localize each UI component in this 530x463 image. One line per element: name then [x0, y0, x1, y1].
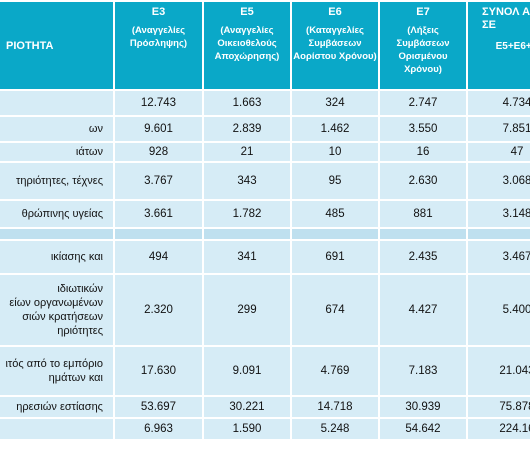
cell-value: 21 — [204, 143, 292, 163]
cell-value: 224.16 — [468, 419, 530, 441]
cell-value: 2.630 — [380, 163, 468, 201]
cell-value — [115, 229, 204, 241]
column-code: Ε3 — [151, 6, 166, 18]
table-row: ων 9.601 2.839 1.462 3.550 7.851 — [0, 117, 530, 143]
data-table: ΡΙΟΤΗΤΑ Ε3 (Αναγγελίες Πρόσληψης) Ε5 (Αν… — [0, 2, 530, 441]
cell-value: 1.462 — [292, 117, 380, 143]
column-header-e6: Ε6 (Καταγγελίες Συμβάσεων Αορίστου Χρόνο… — [292, 2, 380, 91]
cell-value: 3.068 — [468, 163, 530, 201]
cell-value: 2.435 — [380, 241, 468, 275]
category-header: ΡΙΟΤΗΤΑ — [0, 2, 115, 91]
cell-value: 881 — [380, 201, 468, 229]
cell-value: 54.642 — [380, 419, 468, 441]
table-row: ιτός από το εμπόριο ημάτων και 17.630 9.09… — [0, 347, 530, 397]
cell-value: 3.148 — [468, 201, 530, 229]
cell-value: 674 — [292, 275, 380, 347]
cell-value: 7.851 — [468, 117, 530, 143]
cell-value: 5.400 — [468, 275, 530, 347]
column-header-e5: Ε5 (Αναγγελίες Οικειοθελούς Αποχώρησης) — [204, 2, 292, 91]
table-row: θρώπινης υγείας 3.661 1.782 485 881 3.148 — [0, 201, 530, 229]
table-body: 12.743 1.663 324 2.747 4.734 ων 9.601 2.839 1.46… — [0, 91, 530, 441]
cell-value: 324 — [292, 91, 380, 117]
cell-value: 3.661 — [115, 201, 204, 229]
row-label: θρώπινης υγείας — [0, 201, 115, 229]
column-subtitle: (Αναγγελίες Πρόσληψης) — [129, 25, 188, 49]
cell-value: 1.590 — [204, 419, 292, 441]
cell-value: 9.601 — [115, 117, 204, 143]
cell-value: 341 — [204, 241, 292, 275]
cell-value: 1.782 — [204, 201, 292, 229]
row-label — [0, 419, 115, 441]
column-code: Ε5 — [240, 6, 254, 18]
cell-value — [380, 229, 468, 241]
column-header-total: ΣΥΝΟΛ ΑΠΟΧ/ΣΕ Ε5+Ε6+Ε — [468, 2, 530, 91]
cell-value: 9.091 — [204, 347, 292, 397]
cell-value: 7.183 — [380, 347, 468, 397]
column-subtitle: (Καταγγελίες Συμβάσεων Αορίστου Χρόνου) — [293, 25, 377, 62]
cell-value: 1.663 — [204, 91, 292, 117]
cell-value: 299 — [204, 275, 292, 347]
table-row: 12.743 1.663 324 2.747 4.734 — [0, 91, 530, 117]
cell-value: 53.697 — [115, 397, 204, 419]
column-code: ΣΥΝΟΛ ΑΠΟΧ/ΣΕ — [482, 6, 530, 31]
table-row: ηρεσιών εστίασης 53.697 30.221 14.718 30.939… — [0, 397, 530, 419]
spacer-row — [0, 229, 530, 241]
cell-value: 2.747 — [380, 91, 468, 117]
row-label: τηριότητες, τέχνες — [0, 163, 115, 201]
cell-value: 21.043 — [468, 347, 530, 397]
row-label — [0, 229, 115, 241]
cell-value: 47 — [468, 143, 530, 163]
cell-value: 4.769 — [292, 347, 380, 397]
cell-value: 75.878 — [468, 397, 530, 419]
row-label — [0, 91, 115, 117]
cell-value — [204, 229, 292, 241]
cell-value: 10 — [292, 143, 380, 163]
cell-value: 928 — [115, 143, 204, 163]
cell-value: 4.734 — [468, 91, 530, 117]
cell-value — [468, 229, 530, 241]
cell-value: 343 — [204, 163, 292, 201]
column-code: Ε7 — [416, 6, 430, 18]
header-row: ΡΙΟΤΗΤΑ Ε3 (Αναγγελίες Πρόσληψης) Ε5 (Αν… — [0, 2, 530, 91]
column-subtitle: (Αναγγελίες Οικειοθελούς Αποχώρησης) — [214, 25, 280, 62]
cell-value: 14.718 — [292, 397, 380, 419]
row-label: ιδιωτικών είων οργανωμένων σιών κρατήσεω… — [0, 275, 115, 347]
column-subtitle: Ε5+Ε6+Ε — [495, 41, 530, 52]
cell-value: 3.550 — [380, 117, 468, 143]
cell-value: 30.939 — [380, 397, 468, 419]
cell-value: 2.839 — [204, 117, 292, 143]
row-label: ιάτων — [0, 143, 115, 163]
table-row: ιδιωτικών είων οργανωμένων σιών κρατήσεω… — [0, 275, 530, 347]
cell-value: 5.248 — [292, 419, 380, 441]
row-label: ων — [0, 117, 115, 143]
column-subtitle: (Λήξεις Συμβάσεων Ορισμένου Χρόνου) — [396, 25, 450, 75]
category-header-label: ΡΙΟΤΗΤΑ — [6, 39, 54, 52]
cell-value: 12.743 — [115, 91, 204, 117]
cell-value: 95 — [292, 163, 380, 201]
cell-value: 691 — [292, 241, 380, 275]
cell-value: 6.963 — [115, 419, 204, 441]
row-label: ικίασης και — [0, 241, 115, 275]
row-label: ηρεσιών εστίασης — [0, 397, 115, 419]
cell-value: 3.767 — [115, 163, 204, 201]
cell-value: 494 — [115, 241, 204, 275]
cell-value: 485 — [292, 201, 380, 229]
column-header-e3: Ε3 (Αναγγελίες Πρόσληψης) — [115, 2, 204, 91]
cell-value: 17.630 — [115, 347, 204, 397]
cell-value: 30.221 — [204, 397, 292, 419]
cell-value — [292, 229, 380, 241]
table-row: τηριότητες, τέχνες 3.767 343 95 2.630 3.068 — [0, 163, 530, 201]
column-header-e7: Ε7 (Λήξεις Συμβάσεων Ορισμένου Χρόνου) — [380, 2, 468, 91]
cell-value: 3.467 — [468, 241, 530, 275]
column-code: Ε6 — [328, 6, 342, 18]
cell-value: 2.320 — [115, 275, 204, 347]
cell-value: 16 — [380, 143, 468, 163]
row-label: ιτός από το εμπόριο ημάτων και — [0, 347, 115, 397]
cell-value: 4.427 — [380, 275, 468, 347]
table-row: ιάτων 928 21 10 16 47 — [0, 143, 530, 163]
table-row: ικίασης και 494 341 691 2.435 3.467 — [0, 241, 530, 275]
